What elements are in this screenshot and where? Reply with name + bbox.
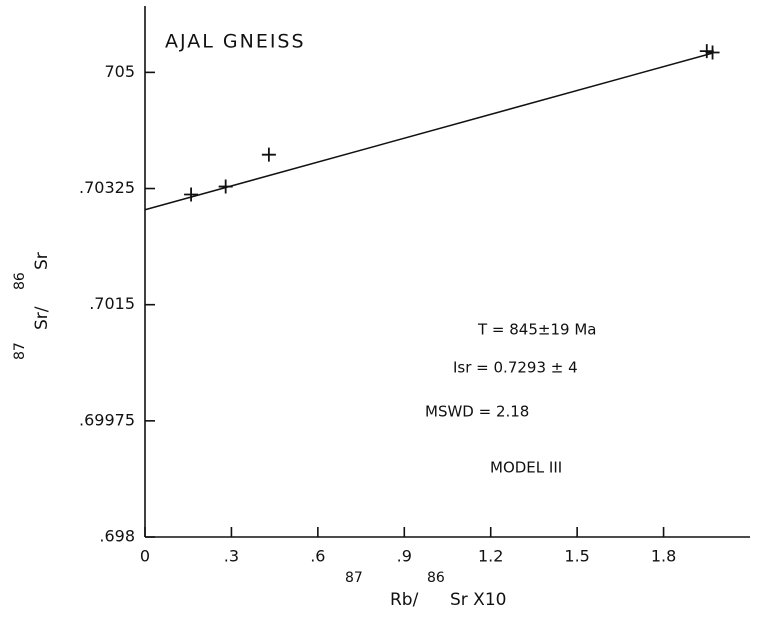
- data-point: [218, 179, 233, 194]
- y-tick-label: 705: [104, 62, 135, 81]
- x-tick-label: .9: [397, 547, 412, 566]
- x-axis-label: 87: [345, 570, 363, 586]
- x-tick-label: 1.8: [651, 547, 676, 566]
- data-point: [699, 44, 714, 59]
- annotation: Isr = 0.7293 ± 4: [453, 359, 578, 377]
- y-tick-label: .698: [99, 527, 135, 546]
- data-point: [705, 45, 720, 60]
- x-axis-label: Rb/: [390, 590, 419, 610]
- y-axis-label: 86: [12, 272, 28, 290]
- y-tick-label: .7015: [89, 294, 135, 313]
- chart-title: AJAL GNEISS: [165, 31, 306, 53]
- x-axis-label: Sr X10: [450, 590, 506, 610]
- annotation: MSWD = 2.18: [425, 403, 529, 421]
- y-tick-label: .70325: [79, 178, 135, 197]
- x-tick-label: .6: [310, 547, 325, 566]
- y-axis-label: 87: [12, 342, 28, 360]
- x-tick-label: .3: [224, 547, 239, 566]
- x-tick-label: 0: [140, 547, 150, 566]
- fit-line: [144, 52, 713, 211]
- x-tick-label: 1.5: [564, 547, 589, 566]
- annotation: T = 845±19 Ma: [477, 321, 596, 339]
- annotation: MODEL III: [490, 459, 562, 477]
- y-axis-label: Sr: [32, 252, 52, 270]
- data-point: [261, 147, 276, 162]
- x-tick-label: 1.2: [478, 547, 503, 566]
- y-tick-label: .69975: [79, 410, 135, 429]
- x-axis-label: 86: [427, 570, 445, 586]
- y-axis-label: Sr/: [32, 306, 52, 330]
- data-point: [184, 187, 199, 202]
